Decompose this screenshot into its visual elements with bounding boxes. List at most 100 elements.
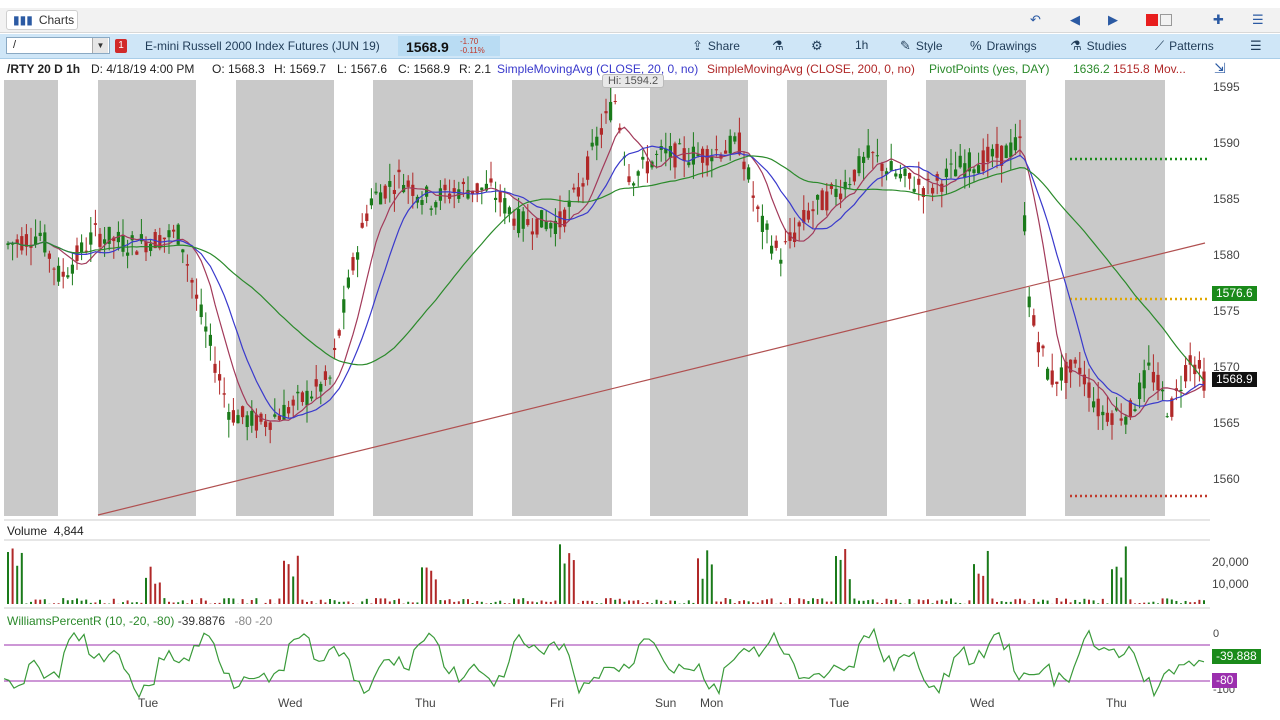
volume-bar (862, 600, 865, 604)
pin-icon[interactable]: ✚ (1213, 12, 1224, 27)
price-tick: 1590 (1213, 136, 1240, 150)
candle-body (581, 183, 585, 187)
volume-bar (7, 552, 9, 604)
candle-body (1161, 389, 1165, 392)
volume-bar (99, 599, 101, 604)
collapse-icon[interactable]: ⇲ (1214, 60, 1226, 76)
volume-bar (1028, 603, 1031, 604)
volume-bar (835, 556, 837, 604)
williams-value-tag: -39.888 (1212, 649, 1261, 664)
volume-bar (867, 600, 870, 604)
back-arrow-icon[interactable]: ◀ (1070, 12, 1080, 27)
volume-bar (1101, 598, 1104, 604)
volume-bar (135, 602, 138, 604)
candle-body (751, 195, 755, 198)
volume-bar (361, 601, 364, 604)
candle-body (1069, 359, 1073, 373)
candle-body (489, 178, 493, 183)
volume-bar (57, 603, 60, 604)
candle-body (6, 243, 10, 246)
candle-body (1165, 416, 1169, 418)
candle-body (475, 183, 479, 194)
candle-body (641, 156, 645, 160)
volume-bar (319, 599, 322, 604)
candle-body (1138, 382, 1142, 400)
candle-body (512, 218, 516, 226)
candle-body (452, 188, 456, 193)
volume-bar (881, 603, 883, 604)
bar-range: R: 2.1 (459, 62, 492, 76)
menu-icon[interactable]: ☰ (1252, 12, 1264, 27)
volume-bar (982, 575, 985, 604)
candle-body (714, 149, 718, 151)
layout-icon[interactable] (1160, 14, 1172, 26)
toolbar-menu-button[interactable]: ☰ (1250, 38, 1262, 54)
candle-body (986, 146, 990, 162)
symbol-input[interactable]: / (6, 37, 110, 54)
volume-bar (825, 601, 828, 604)
volume-bar (499, 600, 502, 604)
candle-body (788, 232, 792, 241)
volume-bar (338, 601, 341, 604)
volume-bar (701, 578, 704, 604)
candle-body (241, 406, 245, 418)
patterns-button[interactable]: ⟋ Patterns (1155, 38, 1214, 53)
settings-button[interactable]: ⚙ (811, 38, 823, 54)
candle-body (544, 220, 548, 230)
date-tick: Wed (970, 696, 995, 710)
volume-bar (494, 601, 497, 604)
flask-button[interactable]: ⚗ (772, 38, 784, 54)
volume-bar (1069, 602, 1072, 604)
chart-symbol: /RTY 20 D 1h (7, 62, 81, 76)
volume-bar (375, 598, 377, 604)
candle-body (245, 415, 249, 428)
volume-bar (894, 599, 897, 604)
candle-body (181, 249, 185, 253)
undo-icon[interactable]: ↶ (1030, 12, 1041, 27)
style-button[interactable]: ✎ Style (900, 38, 943, 53)
volume-bar (554, 600, 557, 604)
volume-bar (1042, 599, 1044, 604)
pivot-label[interactable]: PivotPoints (yes, DAY) (929, 62, 1050, 76)
sma20-label[interactable]: SimpleMovingAvg (CLOSE, 20, 0, no) (497, 62, 699, 76)
link-color-icon[interactable] (1146, 14, 1158, 26)
more-studies[interactable]: Mov... (1154, 62, 1186, 76)
volume-bar (706, 550, 709, 604)
volume-bar (149, 566, 152, 604)
candle-body (66, 275, 70, 278)
sma200-label[interactable]: SimpleMovingAvg (CLOSE, 200, 0, no) (707, 62, 915, 76)
candle-body (553, 220, 557, 234)
forward-arrow-icon[interactable]: ▶ (1108, 12, 1118, 27)
share-button[interactable]: ⇪ Share (692, 38, 740, 53)
drawings-button[interactable]: % Drawings (970, 38, 1037, 53)
charts-tab[interactable]: ▮▮▮ Charts (6, 10, 78, 30)
alert-badge[interactable]: 1 (115, 39, 127, 53)
candle-body (167, 230, 171, 238)
symbol-dropdown-icon[interactable]: ▼ (92, 38, 108, 53)
volume-bar (582, 600, 584, 604)
volume-bar (480, 601, 483, 604)
volume-bar (347, 601, 350, 604)
volume-bar (1083, 598, 1086, 604)
candle-body (287, 407, 291, 414)
candle-body (687, 162, 691, 166)
volume-bar (540, 600, 543, 604)
volume-bar (683, 603, 686, 604)
candle-body (889, 161, 893, 171)
candle-body (1078, 367, 1082, 374)
candle-body (438, 188, 442, 201)
candle-body (655, 153, 659, 155)
last-price-tag: 1568.9 (1212, 372, 1257, 387)
candle-body (466, 189, 470, 199)
volume-bar (559, 544, 561, 604)
studies-button[interactable]: ⚗ Studies (1070, 38, 1127, 53)
candle-body (747, 167, 751, 180)
patterns-icon: ⟋ (1155, 38, 1165, 53)
volume-bar (876, 602, 879, 604)
timeframe-button[interactable]: 1h (855, 38, 869, 52)
candle-body (728, 135, 732, 154)
volume-bar (641, 603, 644, 604)
candle-body (15, 239, 19, 244)
candle-body (917, 178, 921, 185)
